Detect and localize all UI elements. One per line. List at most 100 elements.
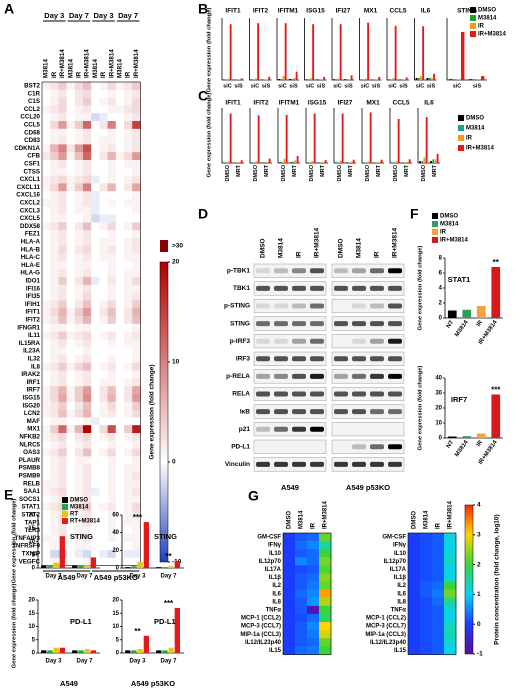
heatmap-cell: [124, 97, 133, 106]
heatmap-cell: [66, 121, 76, 130]
heatmap-cell: [83, 113, 92, 122]
panel-label: B: [198, 1, 208, 17]
blot-band: [352, 268, 366, 274]
bar: [491, 267, 501, 318]
colorbar-tick-label: 0: [172, 459, 176, 466]
heatmap-cell: [99, 347, 108, 356]
bar: [266, 161, 269, 163]
heatmap-cell: [58, 105, 67, 114]
heatmap-cell: [91, 378, 100, 387]
blot-band: [334, 268, 348, 274]
column-label: DMSO: [287, 511, 293, 529]
bar: [403, 79, 406, 80]
row-label: FEZ1: [25, 231, 41, 238]
heatmap-cell: [132, 292, 141, 301]
bar: [137, 561, 143, 568]
x-tick-label: siC: [388, 83, 397, 89]
heatmap-cell: [42, 518, 51, 527]
heatmap-cell: [42, 292, 51, 301]
heatmap-cell: [115, 316, 125, 325]
bar: [90, 650, 96, 653]
heatmap-cell: [115, 175, 125, 184]
heatmap-cell: [107, 495, 117, 504]
heatmap-cell: [66, 214, 76, 223]
heatmap-cell: [91, 167, 100, 176]
heatmap-cell: [42, 245, 51, 254]
x-tick-label: MRT: [264, 164, 270, 177]
x-tick-label: MRT: [292, 164, 298, 177]
row-label: p21: [239, 426, 251, 433]
blot-band: [370, 391, 384, 397]
bar: [394, 25, 397, 80]
heatmap-cell: [66, 401, 76, 410]
heatmap-cell: [99, 308, 108, 317]
legend-swatch: [470, 15, 476, 21]
row-label: MX1: [27, 426, 40, 433]
blot-band: [388, 356, 402, 362]
heatmap-cell: [50, 214, 59, 223]
heatmap-cell: [283, 565, 296, 574]
heatmap-cell: [124, 339, 133, 348]
heatmap-cell: [107, 284, 117, 293]
heatmap-cell: [295, 565, 308, 574]
heatmap-cell: [83, 370, 92, 379]
bar: [432, 159, 435, 163]
legend-label: M3814: [478, 16, 497, 22]
heatmap-cell: [99, 417, 108, 426]
heatmap-cell: [408, 622, 421, 631]
heatmap-cell: [83, 401, 92, 410]
heatmap-cell: [107, 542, 117, 551]
heatmap-cell: [107, 105, 117, 114]
heatmap-cell: [132, 323, 141, 332]
row-label: IL10: [394, 551, 407, 557]
heatmap-cell: [115, 487, 125, 496]
heatmap-cell: [124, 511, 133, 520]
heatmap-cell: [74, 417, 84, 426]
row-label: CTSS: [23, 168, 40, 175]
heatmap-cell: [107, 230, 117, 239]
heatmap-cell: [132, 409, 141, 418]
heatmap-cell: [124, 347, 133, 356]
heatmap-cell: [83, 487, 92, 496]
heatmap-cell: [50, 370, 59, 379]
blot-strip: [331, 263, 405, 278]
heatmap-cell: [99, 378, 108, 387]
x-tick-label: siC: [416, 83, 425, 89]
bar: [313, 113, 316, 163]
row-label: STAT2: [21, 512, 40, 519]
row-label: IL8: [272, 599, 281, 605]
blot-strip: [331, 334, 405, 349]
bar: [59, 536, 65, 568]
blot-band: [292, 285, 306, 291]
heatmap-cell: [74, 456, 84, 465]
heatmap-cell: [319, 605, 332, 615]
heatmap-cell: [99, 425, 108, 434]
heatmap-cell: [124, 308, 133, 317]
group-label: A549: [60, 679, 78, 688]
row-label: MCP-1 (CCL2): [366, 616, 406, 622]
blot-band: [292, 426, 306, 432]
bar: [390, 79, 393, 80]
heatmap-cell: [74, 284, 84, 293]
heatmap-cell: [91, 355, 100, 364]
heatmap-cell: [115, 495, 125, 504]
heatmap-cell: [99, 401, 108, 410]
heatmap-cell: [66, 378, 76, 387]
x-tick-label: MRT: [236, 164, 242, 177]
blot-band: [256, 356, 270, 362]
heatmap-cell: [50, 152, 59, 161]
heatmap-cell: [107, 355, 117, 364]
heatmap-cell: [132, 331, 141, 340]
bar: [255, 78, 257, 80]
heatmap-cell: [99, 89, 108, 98]
heatmap-cell: [307, 581, 320, 590]
plot-title: IFITM1: [278, 8, 299, 15]
heatmap-cell: [124, 550, 133, 559]
heatmap-cell: [83, 97, 92, 106]
heatmap-cell: [408, 597, 421, 607]
heatmap-cell: [83, 144, 92, 153]
heatmap-cell: [50, 230, 59, 239]
heatmap-cell: [83, 199, 92, 208]
heatmap-cell: [420, 549, 433, 558]
heatmap-cell: [83, 472, 92, 481]
